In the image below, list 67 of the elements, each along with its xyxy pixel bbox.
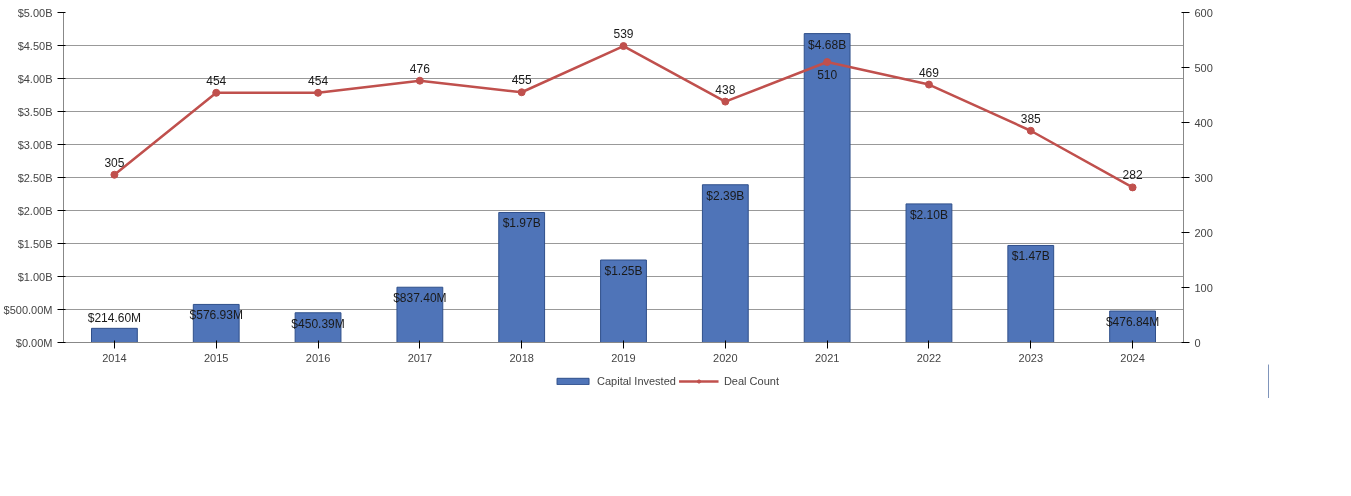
x-tick-label: 2014 — [102, 351, 127, 364]
y2-tick-label: 300 — [1194, 171, 1213, 184]
point — [924, 80, 933, 89]
data-label: 282 — [1122, 168, 1143, 183]
bar — [1007, 244, 1055, 343]
bar — [600, 259, 647, 343]
data-label: 438 — [715, 82, 736, 97]
x-tick-label: 2020 — [713, 351, 738, 364]
point — [1128, 183, 1137, 192]
x-tick-label: 2021 — [814, 351, 840, 364]
data-label: $2.39B — [706, 188, 745, 203]
y-tick-label: $500.00M — [3, 303, 53, 316]
x-tick-label: 2019 — [611, 351, 636, 364]
data-label: 539 — [613, 27, 634, 42]
bar — [803, 33, 851, 343]
x-tick-label: 2016 — [305, 351, 331, 364]
y2-tick-label: 400 — [1194, 116, 1213, 129]
y-tick-label: $3.50B — [17, 105, 53, 118]
y-tick-label: $2.00B — [17, 204, 53, 217]
point — [517, 88, 526, 97]
point — [1026, 126, 1035, 135]
y-tick-label: $1.00B — [17, 270, 53, 283]
y2-tick-label: 200 — [1194, 226, 1213, 239]
x-tick-label: 2024 — [1120, 351, 1145, 364]
y2-tick-label: 500 — [1194, 61, 1213, 74]
data-label: $2.10B — [909, 207, 948, 222]
legend-label: Deal Count — [723, 375, 779, 387]
data-label: $1.25B — [604, 264, 643, 278]
bar — [91, 327, 138, 343]
y-tick-label: $5.00B — [17, 6, 53, 19]
data-label: $4.68B — [808, 37, 847, 52]
x-tick-label: 2018 — [509, 351, 534, 364]
point — [110, 170, 119, 179]
data-label: 476 — [409, 61, 431, 76]
legend-label: Capital Invested — [597, 375, 676, 387]
y-tick-label: $2.50B — [17, 171, 53, 184]
point — [721, 97, 730, 106]
data-label: 455 — [511, 73, 533, 88]
bar — [701, 184, 749, 343]
y-tick-label: $4.50B — [17, 39, 53, 52]
y-tick-label: $0.00M — [15, 336, 53, 349]
data-label: 454 — [206, 73, 227, 88]
data-label: 385 — [1020, 111, 1042, 126]
x-tick-label: 2017 — [407, 351, 433, 364]
data-label: $1.47B — [1011, 249, 1050, 264]
data-label: $1.97B — [502, 216, 541, 231]
y2-tick-label: 0 — [1194, 336, 1201, 349]
data-label: 510 — [817, 68, 838, 82]
x-tick-label: 2015 — [203, 351, 229, 364]
data-label: 469 — [918, 65, 940, 80]
point — [212, 88, 221, 97]
y2-tick-label: 600 — [1194, 6, 1213, 19]
point — [415, 76, 424, 85]
bar — [905, 203, 953, 343]
x-tick-label: 2023 — [1018, 351, 1044, 364]
data-label: 454 — [308, 73, 329, 88]
y2-tick-label: 100 — [1194, 281, 1213, 294]
point — [823, 58, 832, 66]
y-tick-label: $4.00B — [17, 72, 53, 85]
x-tick-label: 2022 — [916, 351, 942, 364]
point — [619, 42, 628, 51]
point — [314, 88, 323, 97]
data-label: 305 — [104, 155, 125, 170]
y-tick-label: $3.00B — [17, 138, 53, 151]
bar — [498, 211, 546, 343]
data-label: $214.60M — [87, 311, 142, 326]
y-tick-label: $1.50B — [17, 237, 53, 250]
